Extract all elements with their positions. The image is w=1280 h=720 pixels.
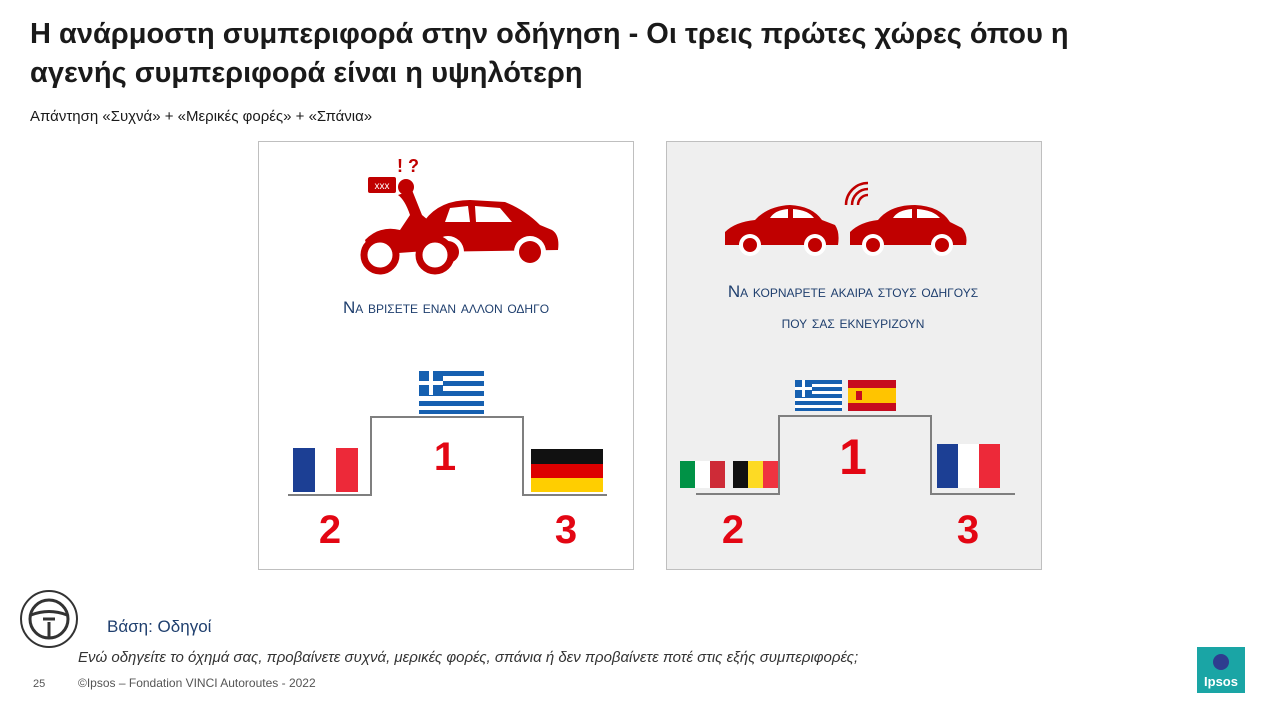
- logo-mark: [1213, 654, 1229, 670]
- copyright: ©Ipsos – Fondation VINCI Autoroutes - 20…: [78, 676, 316, 690]
- subtitle: Απάντηση «Συχνά» + «Μερικές φορές» + «Σπ…: [30, 108, 372, 125]
- panel-label: Να βρίσετε έναν άλλον οδηγό: [343, 298, 549, 317]
- panel-label: που σας εκνευρίζουν: [782, 313, 925, 332]
- title: αγενής συμπεριφορά είναι η υψηλότερη: [30, 57, 583, 89]
- base: Βάση: Οδηγοί: [107, 617, 212, 636]
- rank: 3: [957, 508, 979, 552]
- rank: 2: [722, 508, 744, 552]
- flag-italy: [680, 461, 725, 488]
- svg-text:xxx: xxx: [375, 181, 390, 192]
- icon-steering: [20, 590, 78, 648]
- rank: 1: [839, 429, 867, 485]
- flag-belgium: [733, 461, 778, 488]
- podium: [696, 415, 1015, 495]
- icon-cars: [725, 181, 967, 256]
- page-number: 25: [33, 678, 45, 690]
- question: Ενώ οδηγείτε το όχημά σας, προβαίνετε συ…: [78, 649, 858, 666]
- rank: 2: [319, 508, 341, 552]
- flag-germany: [531, 449, 603, 492]
- flag-france: [293, 448, 358, 492]
- flag-france: [937, 444, 1000, 488]
- flag-greece: [419, 371, 484, 414]
- panel-label: Να κορνάρετε άκαιρα στους οδηγούς: [728, 282, 978, 301]
- panel: [666, 141, 1042, 570]
- icon-moto-car: xxx ! ?: [360, 156, 559, 275]
- flag-spain: [848, 380, 896, 411]
- rank: 3: [555, 508, 577, 552]
- flag-greece: [795, 380, 842, 411]
- svg-text:! ?: ! ?: [397, 156, 419, 176]
- logo: Ipsos: [1204, 674, 1238, 689]
- rank: 1: [434, 435, 456, 479]
- podium: [288, 416, 607, 496]
- title: Η ανάρμοστη συμπεριφορά στην οδήγηση - Ο…: [30, 18, 1069, 50]
